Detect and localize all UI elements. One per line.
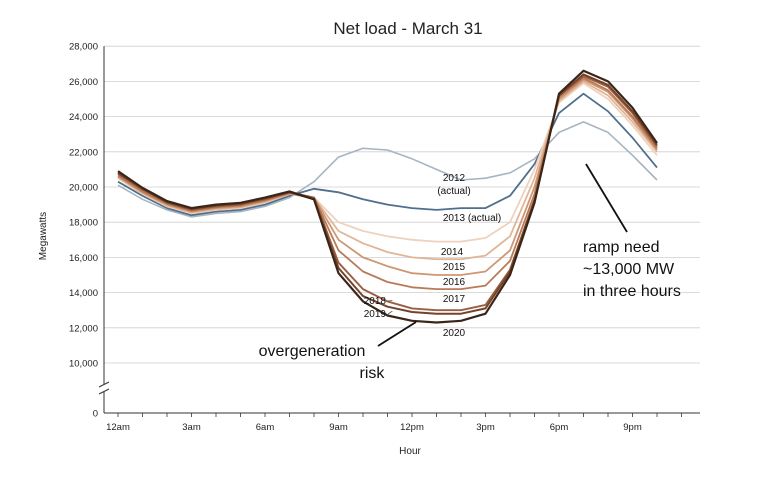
ramp-need-pointer — [585, 163, 628, 233]
series-line-2020 — [117, 69, 658, 324]
annotations: ramp need ~13,000 MW in three hours overgen… — [259, 163, 681, 382]
x-axis-label: Hour — [399, 446, 421, 457]
series-label: 2015 — [443, 262, 466, 273]
series-line-2019 — [117, 73, 658, 315]
grid-lines — [104, 45, 700, 364]
series-label: 2018 — [364, 296, 387, 307]
series-label: (actual) — [437, 186, 470, 197]
x-tick-label: 3pm — [476, 422, 495, 433]
y-tick-label: 16,000 — [69, 253, 98, 264]
series-line-2014 — [117, 82, 658, 243]
series-label: 2019 — [364, 309, 387, 320]
ramp-need-text: in three hours — [583, 283, 681, 300]
x-tick-label: 12am — [106, 422, 130, 433]
overgeneration-text: risk — [360, 365, 386, 382]
y-tick-label: 12,000 — [69, 323, 98, 334]
y-tick-label: 10,000 — [69, 359, 98, 370]
series-line-2013 — [117, 92, 658, 217]
series-lines — [117, 69, 658, 324]
series-line-2012 — [117, 121, 658, 218]
x-tick-label: 12pm — [400, 422, 424, 433]
leader-2019 — [387, 310, 393, 315]
overgeneration-text: overgeneration — [259, 343, 366, 360]
ramp-need-text: ~13,000 MW — [583, 261, 675, 278]
series-label: 2020 — [443, 328, 466, 339]
y-tick-label: 28,000 — [69, 42, 98, 53]
y-tick-label: 20,000 — [69, 183, 98, 194]
y-tick-label: 18,000 — [69, 218, 98, 229]
series-label: 2014 — [441, 247, 464, 258]
x-tick-label: 9pm — [623, 422, 642, 433]
y-tick-label: 26,000 — [69, 77, 98, 88]
ramp-need-text: ramp need — [583, 239, 660, 256]
chart-title: Net load - March 31 — [333, 19, 482, 38]
series-label: 2017 — [443, 294, 466, 305]
axis-break-mark — [98, 388, 110, 395]
series-line-2015 — [117, 80, 658, 261]
y-tick-label: 24,000 — [69, 112, 98, 123]
series-label: 2012 — [443, 173, 466, 184]
x-tick-label: 6am — [256, 422, 275, 433]
overgeneration-pointer — [377, 321, 417, 347]
y-tick-label: 22,000 — [69, 147, 98, 158]
y-tick-label: 0 — [93, 409, 98, 420]
series-label: 2016 — [443, 277, 466, 288]
series-line-2018 — [117, 75, 658, 312]
y-axis-label: Megawatts — [38, 212, 49, 260]
axis-break-mark — [98, 381, 110, 388]
x-tick-label: 9am — [329, 422, 348, 433]
series-line-2016 — [117, 78, 658, 276]
axes: 10,000 12,000 14,000 16,000 18,000 20,000 22,0… — [69, 42, 700, 433]
x-tick-label: 3am — [182, 422, 201, 433]
x-tick-label: 6pm — [550, 422, 569, 433]
series-label: 2013 (actual) — [443, 213, 501, 224]
y-tick-label: 14,000 — [69, 288, 98, 299]
series-labels: 2012 (actual) 2013 (actual) 2014 2015 2016 201… — [364, 173, 501, 339]
